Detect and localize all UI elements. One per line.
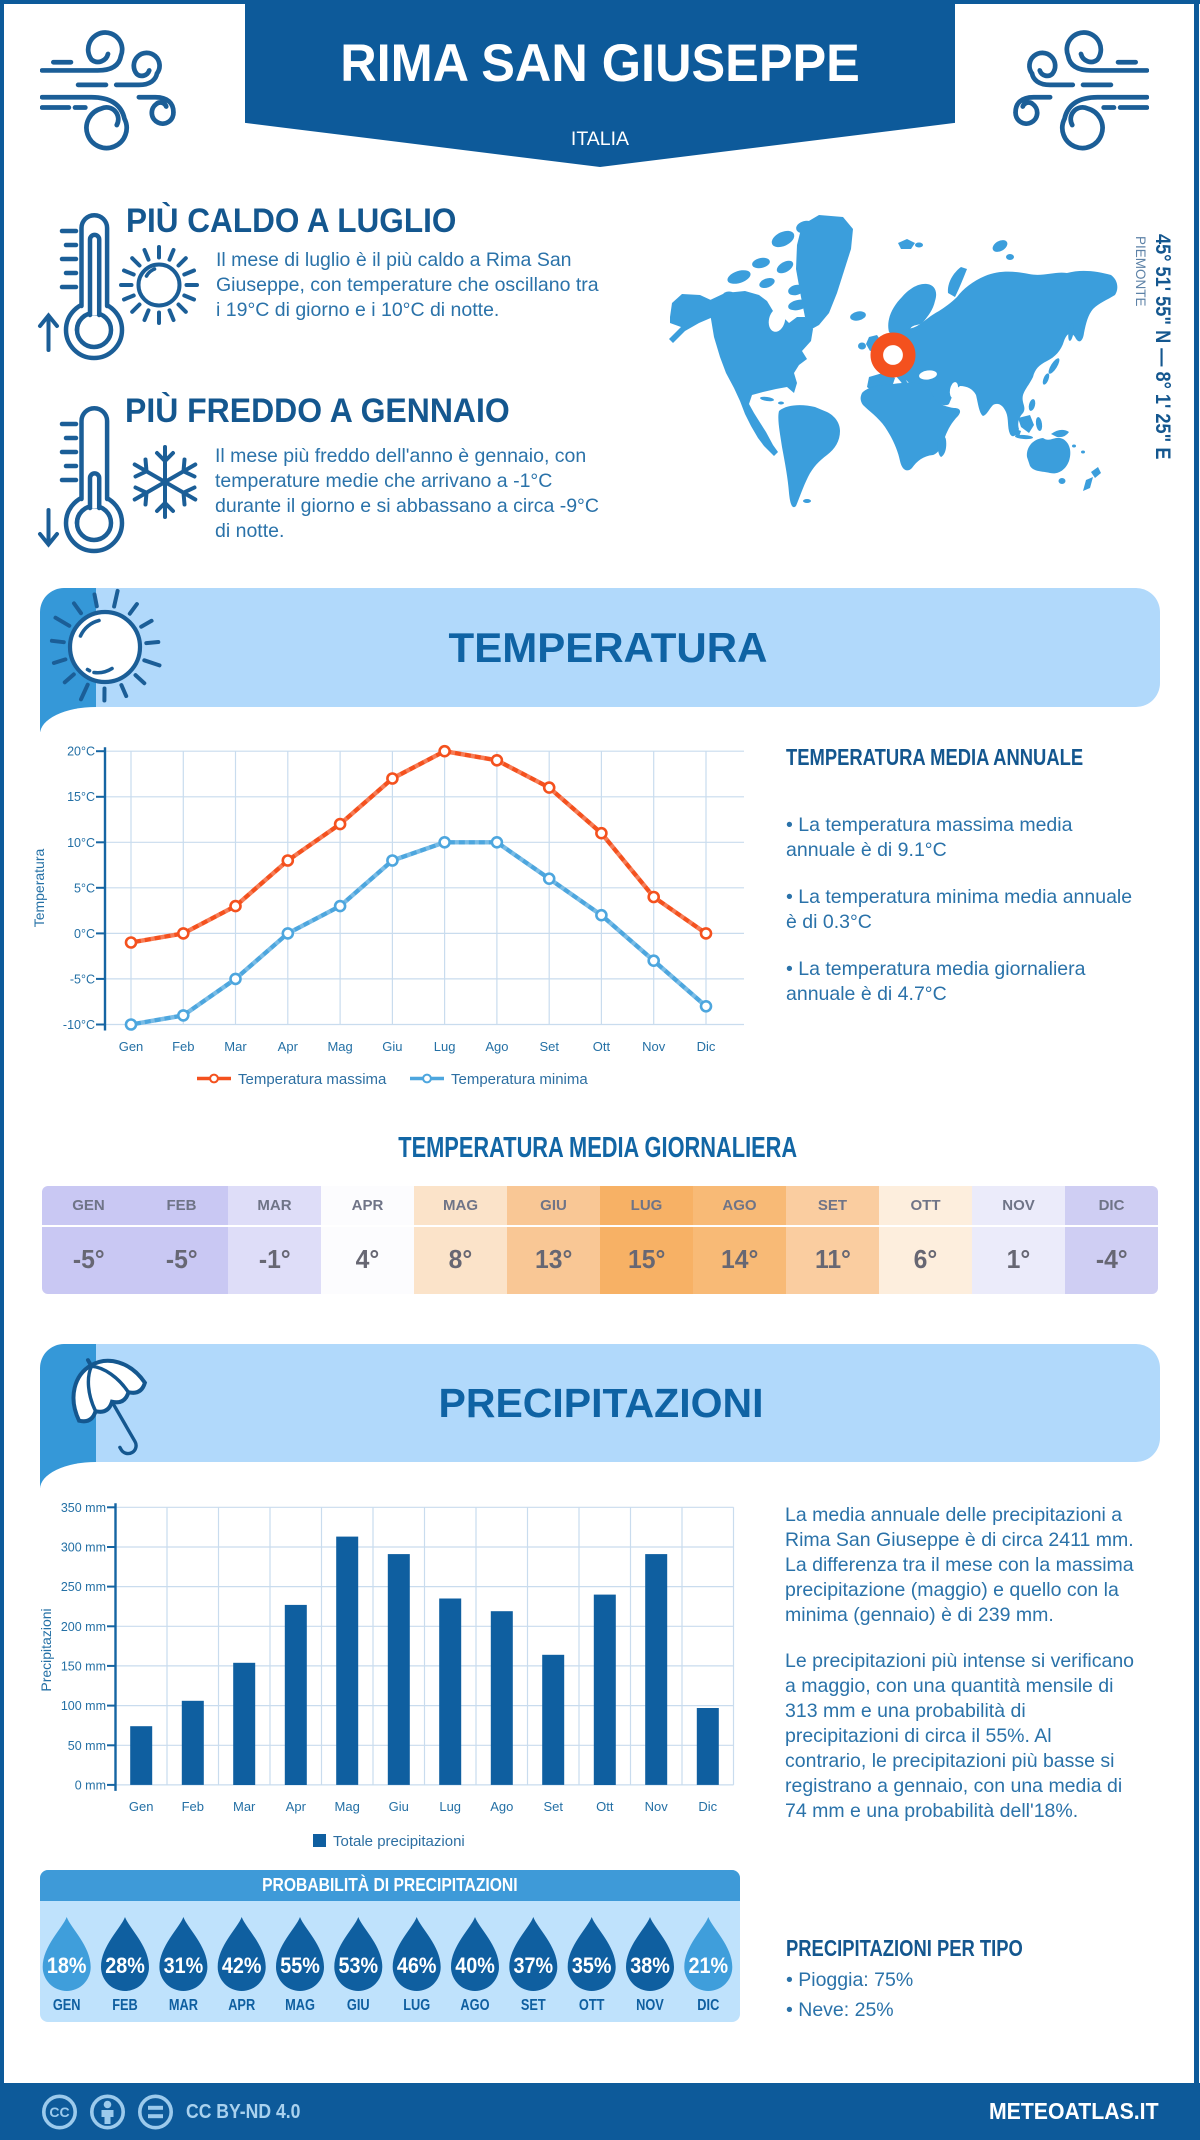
svg-text:150 mm: 150 mm: [61, 1659, 106, 1673]
svg-text:Gen: Gen: [129, 1799, 154, 1814]
svg-text:38%: 38%: [630, 1954, 670, 1978]
svg-text:Lug: Lug: [434, 1039, 456, 1054]
svg-text:5°C: 5°C: [74, 881, 95, 895]
svg-text:-5°C: -5°C: [70, 972, 95, 986]
svg-text:50 mm: 50 mm: [68, 1739, 106, 1753]
svg-text:Set: Set: [543, 1799, 563, 1814]
svg-text:0 mm: 0 mm: [75, 1778, 106, 1792]
svg-text:APR: APR: [228, 1997, 255, 2015]
svg-text:55%: 55%: [280, 1954, 320, 1978]
svg-text:-10°C: -10°C: [63, 1018, 95, 1032]
svg-text:Ott: Ott: [596, 1799, 614, 1814]
svg-text:Mar: Mar: [224, 1039, 247, 1054]
svg-text:Totale precipitazioni: Totale precipitazioni: [333, 1833, 465, 1850]
svg-text:350 mm: 350 mm: [61, 1501, 106, 1515]
svg-text:Temperatura minima: Temperatura minima: [451, 1071, 588, 1088]
svg-text:0°C: 0°C: [74, 927, 95, 941]
svg-text:Dic: Dic: [698, 1799, 717, 1814]
svg-text:Apr: Apr: [278, 1039, 299, 1054]
svg-text:Ago: Ago: [490, 1799, 513, 1814]
svg-text:15°C: 15°C: [67, 790, 95, 804]
svg-text:Precipitazioni: Precipitazioni: [38, 1608, 54, 1691]
svg-text:Ott: Ott: [593, 1039, 611, 1054]
svg-text:18%: 18%: [47, 1954, 87, 1978]
svg-text:Feb: Feb: [182, 1799, 204, 1814]
svg-text:DIC: DIC: [697, 1997, 720, 2015]
svg-text:FEB: FEB: [112, 1997, 138, 2015]
svg-text:Mar: Mar: [233, 1799, 256, 1814]
svg-text:Nov: Nov: [645, 1799, 669, 1814]
svg-text:46%: 46%: [397, 1954, 437, 1978]
svg-text:Temperatura massima: Temperatura massima: [238, 1071, 387, 1088]
svg-text:GIU: GIU: [347, 1997, 370, 2015]
svg-text:250 mm: 250 mm: [61, 1580, 106, 1594]
svg-text:Dic: Dic: [697, 1039, 716, 1054]
svg-text:Giu: Giu: [382, 1039, 402, 1054]
svg-text:Mag: Mag: [335, 1799, 360, 1814]
svg-text:LUG: LUG: [403, 1997, 430, 2015]
svg-text:AGO: AGO: [460, 1997, 489, 2015]
svg-text:40%: 40%: [455, 1954, 495, 1978]
svg-text:31%: 31%: [164, 1954, 204, 1978]
svg-text:Gen: Gen: [119, 1039, 144, 1054]
svg-text:28%: 28%: [105, 1954, 145, 1978]
svg-text:Giu: Giu: [389, 1799, 409, 1814]
svg-text:20°C: 20°C: [67, 745, 95, 759]
svg-text:NOV: NOV: [636, 1997, 664, 2015]
svg-text:MAG: MAG: [285, 1997, 315, 2015]
svg-text:42%: 42%: [222, 1954, 262, 1978]
svg-text:Lug: Lug: [439, 1799, 461, 1814]
svg-text:Mag: Mag: [327, 1039, 352, 1054]
svg-text:MAR: MAR: [169, 1997, 199, 2015]
svg-text:Feb: Feb: [172, 1039, 194, 1054]
svg-text:Temperatura: Temperatura: [31, 848, 47, 927]
svg-text:Set: Set: [539, 1039, 559, 1054]
svg-text:Apr: Apr: [286, 1799, 307, 1814]
svg-text:35%: 35%: [572, 1954, 612, 1978]
svg-text:37%: 37%: [514, 1954, 554, 1978]
svg-text:GEN: GEN: [53, 1997, 81, 2015]
svg-text:21%: 21%: [689, 1954, 729, 1978]
svg-text:Ago: Ago: [485, 1039, 508, 1054]
svg-text:100 mm: 100 mm: [61, 1699, 106, 1713]
svg-text:10°C: 10°C: [67, 836, 95, 850]
svg-text:53%: 53%: [339, 1954, 379, 1978]
svg-text:Nov: Nov: [642, 1039, 666, 1054]
svg-text:OTT: OTT: [579, 1997, 605, 2015]
svg-text:SET: SET: [521, 1997, 546, 2015]
svg-text:300 mm: 300 mm: [61, 1541, 106, 1555]
svg-text:CC: CC: [49, 2104, 69, 2120]
svg-text:200 mm: 200 mm: [61, 1620, 106, 1634]
